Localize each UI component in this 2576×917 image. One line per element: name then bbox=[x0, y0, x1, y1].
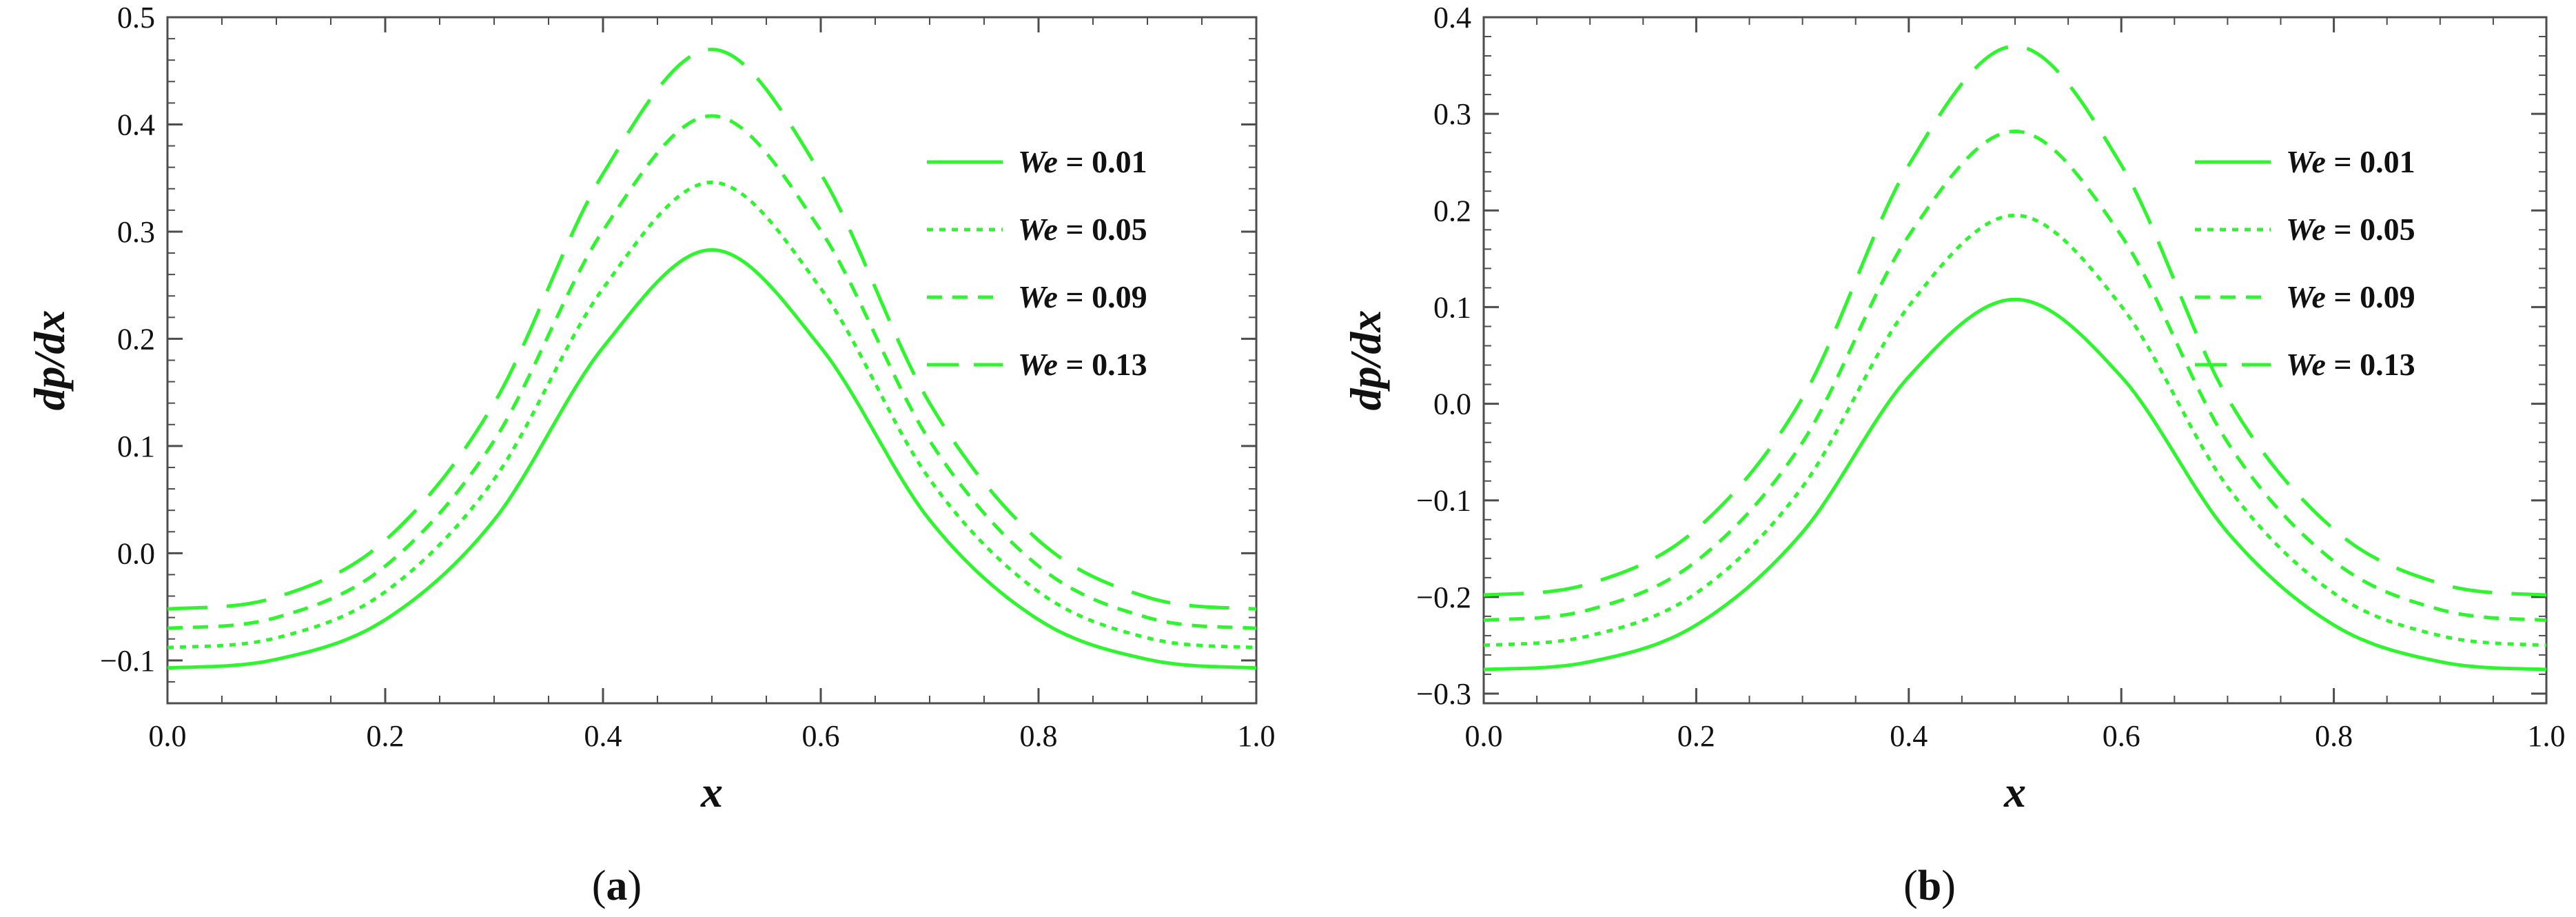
y-tick-label: −0.2 bbox=[1416, 581, 1471, 614]
y-tick-label: 0.0 bbox=[117, 536, 155, 570]
y-tick-label: 0.2 bbox=[117, 322, 155, 356]
legend-entry: We = 0.13 bbox=[1018, 347, 1147, 382]
legend-value: = 0.01 bbox=[1058, 144, 1147, 179]
x-axis-label: x bbox=[700, 767, 723, 816]
y-tick-label: −0.1 bbox=[1416, 484, 1471, 518]
x-tick-label: 0.0 bbox=[1465, 719, 1503, 753]
legend-value: = 0.13 bbox=[2326, 347, 2415, 382]
legend-var: We bbox=[2286, 279, 2326, 314]
y-tick-label: 0.5 bbox=[117, 1, 155, 34]
legend-entry: We = 0.13 bbox=[2286, 347, 2415, 382]
legend-var: We bbox=[1018, 212, 1058, 247]
legend-value: = 0.09 bbox=[2326, 279, 2415, 314]
legend-entry: We = 0.01 bbox=[1018, 144, 1147, 179]
series-line-solid bbox=[167, 248, 1257, 670]
series-line-solid bbox=[1483, 297, 2547, 672]
chart-panel-a: 0.0 0.2 0.4 0.6 0.8 1.0 −0.1 0.0 0.1 0.2 0.3 0.4 0.5… bbox=[25, 1, 1276, 909]
y-tick-label: 0.3 bbox=[117, 215, 155, 249]
x-tick-label: 0.2 bbox=[1677, 719, 1715, 753]
x-tick-label: 0.6 bbox=[2103, 719, 2140, 753]
series-line-dotted bbox=[167, 180, 1257, 649]
legend-value: = 0.13 bbox=[1058, 347, 1147, 382]
y-tick-label: 0.4 bbox=[117, 108, 155, 141]
y-tick-label: 0.1 bbox=[117, 430, 155, 463]
x-tick-label: 0.4 bbox=[584, 719, 622, 753]
panel-letter: b bbox=[1918, 863, 1941, 909]
series-line-longdash bbox=[167, 48, 1257, 611]
panel-label: (b) bbox=[1903, 863, 1956, 909]
y-tick-label: 0.4 bbox=[1433, 1, 1471, 34]
panel-paren: ) bbox=[628, 863, 642, 909]
panel-paren: ( bbox=[1903, 863, 1918, 909]
x-tick-label: 0.2 bbox=[367, 719, 405, 753]
legend-entry: We = 0.09 bbox=[1018, 279, 1147, 314]
legend-entry: We = 0.09 bbox=[2286, 279, 2415, 314]
legend-entry: We = 0.05 bbox=[1018, 212, 1147, 247]
y-tick-label: 0.0 bbox=[1433, 387, 1471, 421]
legend-value: = 0.09 bbox=[1058, 279, 1147, 314]
x-tick-label: 0.6 bbox=[802, 719, 840, 753]
legend-var: We bbox=[1018, 279, 1058, 314]
panel-letter: a bbox=[606, 863, 628, 909]
series-line-dashed bbox=[1483, 129, 2547, 622]
x-tick-label: 1.0 bbox=[2528, 719, 2566, 753]
legend-var: We bbox=[1018, 347, 1058, 382]
panel-paren: ) bbox=[1941, 863, 1956, 909]
x-tick-label: 0.8 bbox=[2315, 719, 2353, 753]
y-tick-label: 0.3 bbox=[1433, 97, 1471, 131]
x-tick-label: 1.0 bbox=[1238, 719, 1276, 753]
y-tick-label: −0.1 bbox=[100, 644, 155, 678]
y-axis-label: dp/dx bbox=[25, 310, 74, 411]
panel-paren: ( bbox=[592, 863, 606, 909]
panel-label: (a) bbox=[592, 863, 642, 909]
series-line-longdash bbox=[1483, 44, 2547, 597]
legend-value: = 0.01 bbox=[2326, 144, 2415, 179]
legend-value: = 0.05 bbox=[1058, 212, 1147, 247]
legend-var: We bbox=[2286, 212, 2326, 247]
x-tick-label: 0.8 bbox=[1020, 719, 1058, 753]
series-line-dashed bbox=[167, 114, 1257, 630]
chart-panel-b: 0.0 0.2 0.4 0.6 0.8 1.0 −0.3 −0.2 −0.1 0.0 0.1 0.2 0… bbox=[1341, 1, 2566, 909]
y-tick-label: −0.3 bbox=[1416, 677, 1471, 711]
x-tick-label: 0.4 bbox=[1890, 719, 1928, 753]
y-tick-label: 0.1 bbox=[1433, 290, 1471, 324]
y-tick-label: 0.2 bbox=[1433, 194, 1471, 228]
x-tick-label: 0.0 bbox=[149, 719, 187, 753]
legend-value: = 0.05 bbox=[2326, 212, 2415, 247]
legend-var: We bbox=[1018, 144, 1058, 179]
legend-var: We bbox=[2286, 347, 2326, 382]
legend-var: We bbox=[2286, 144, 2326, 179]
legend-entry: We = 0.05 bbox=[2286, 212, 2415, 247]
y-axis-label: dp/dx bbox=[1341, 310, 1390, 411]
legend-entry: We = 0.01 bbox=[2286, 144, 2415, 179]
x-axis-label: x bbox=[2003, 767, 2026, 816]
